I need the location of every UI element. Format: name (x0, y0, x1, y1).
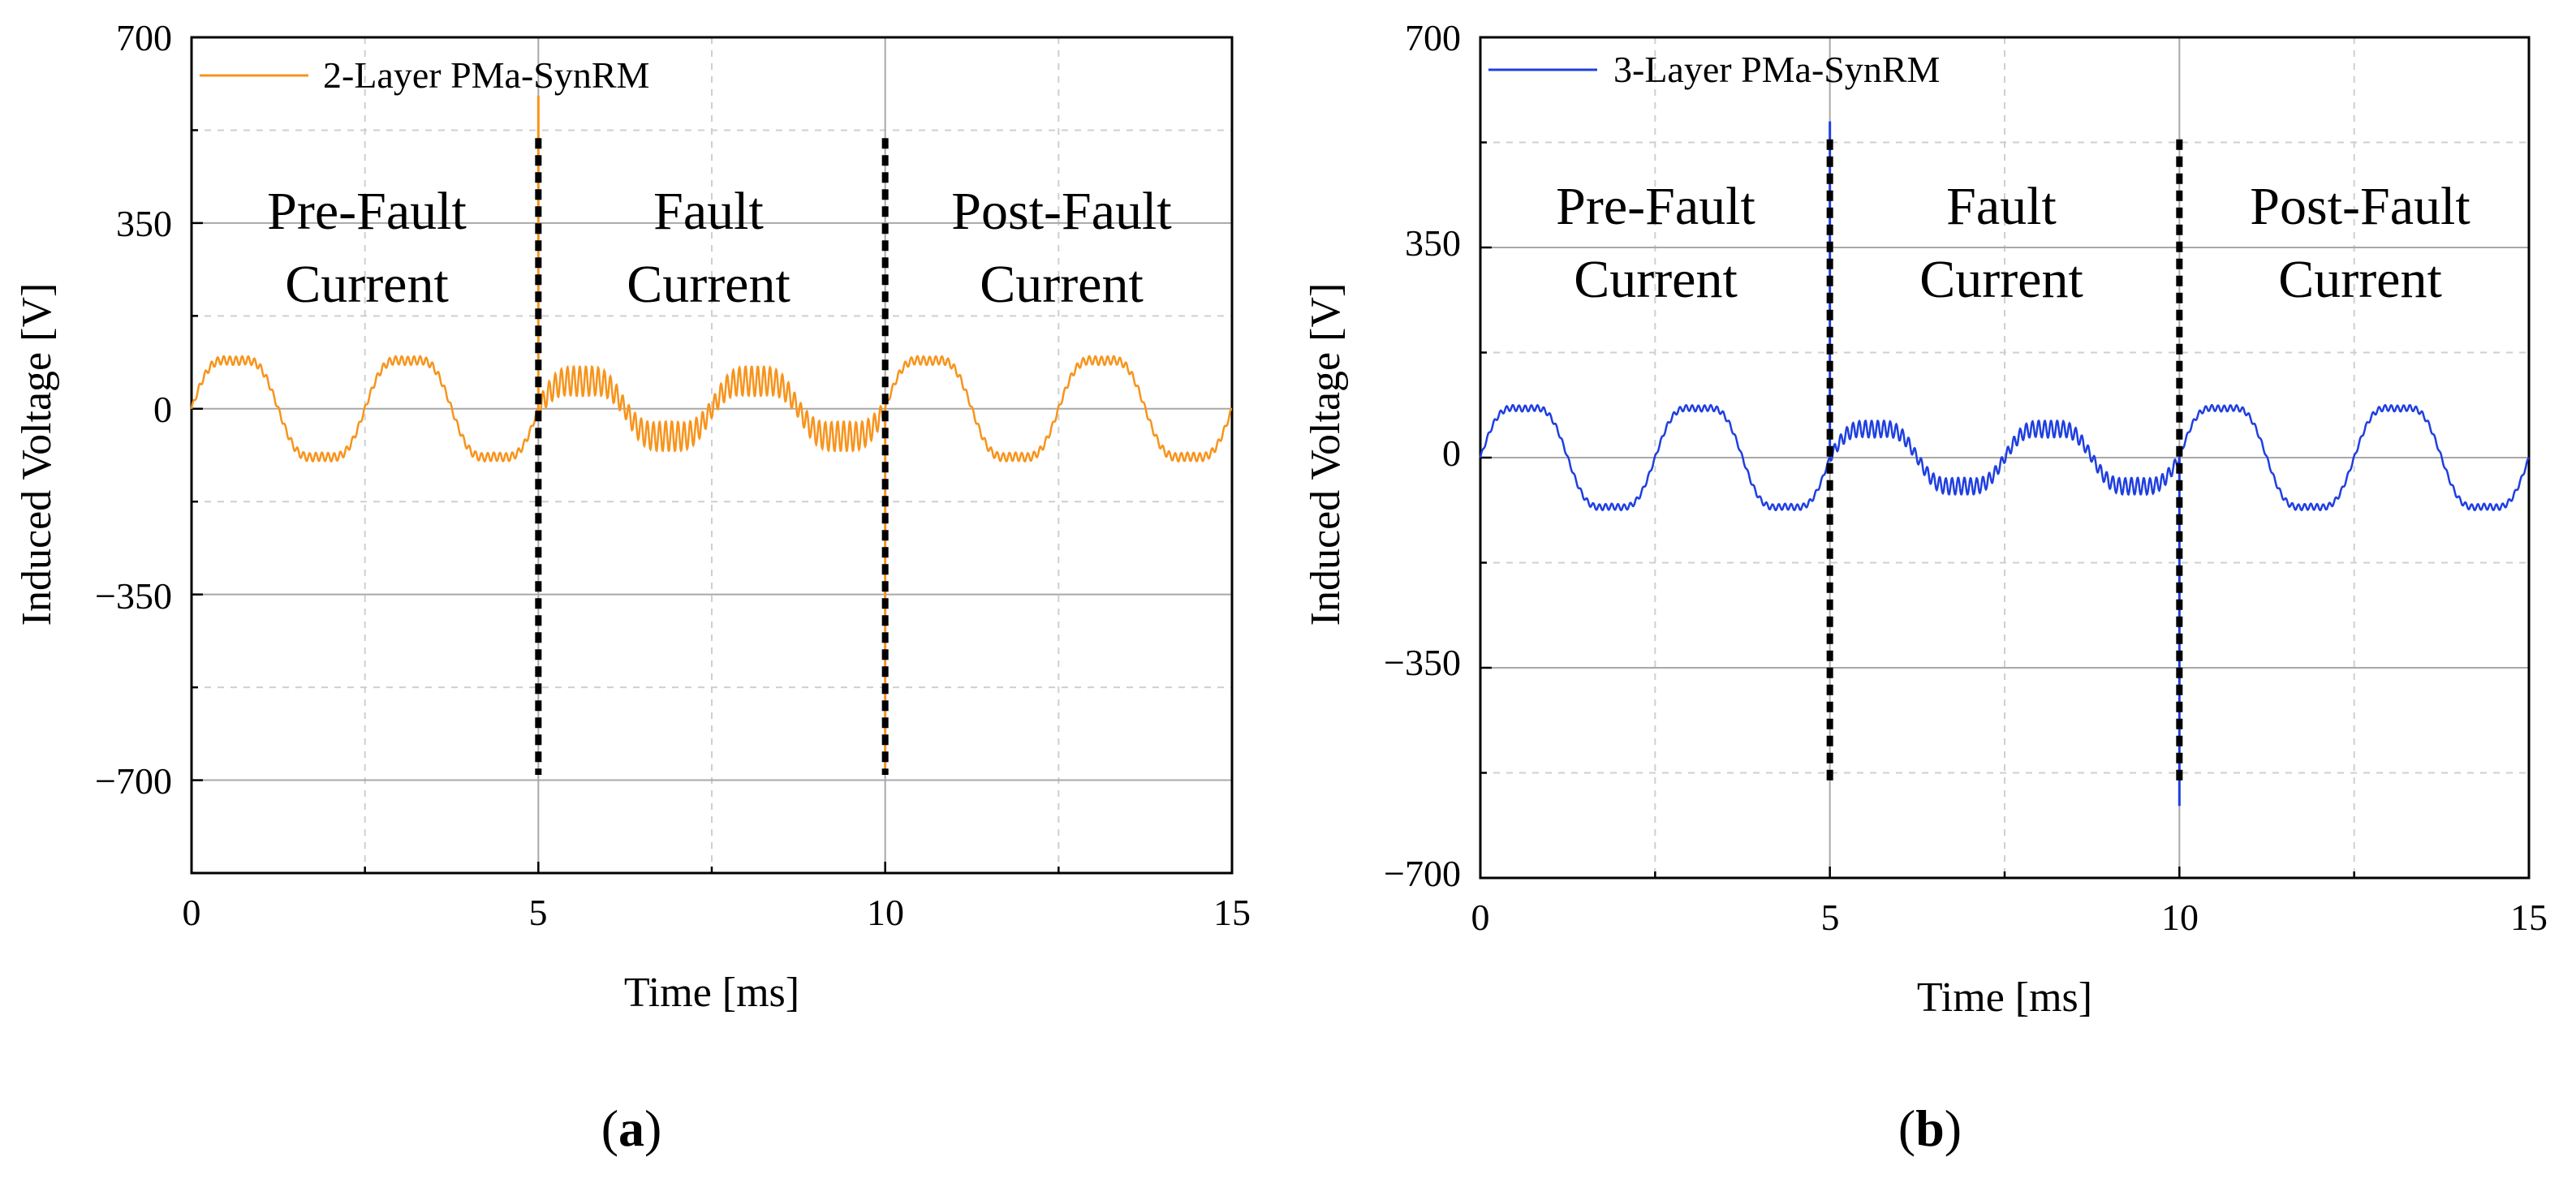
series-line-pre-fault (1479, 403, 1831, 512)
y-tick-label: 350 (1405, 222, 1461, 264)
axis-ticks (1479, 36, 2531, 880)
region-label-pre-fault: Pre-Fault (267, 182, 467, 241)
grid (1480, 37, 2529, 878)
data-layer (190, 95, 1233, 776)
series-line-pre-fault (190, 355, 539, 463)
legend-label: 2-Layer PMa-SynRM (323, 54, 649, 96)
y-tick-label: −700 (1384, 853, 1461, 894)
y-tick-label: 350 (116, 203, 172, 244)
data-layer (1479, 121, 2530, 807)
y-tick-label: −350 (95, 575, 172, 617)
x-tick-label: 15 (2510, 897, 2548, 938)
y-tick-label: −350 (1384, 642, 1461, 683)
x-tick-label: 0 (183, 892, 201, 933)
series-line-fault (1829, 419, 2181, 497)
x-tick-label: 10 (867, 892, 904, 933)
y-axis-title: Induced Voltage [V] (1303, 283, 1349, 626)
region-label-post-fault: Post-Fault (2250, 177, 2470, 236)
region-label-post-fault: Current (2278, 250, 2442, 309)
region-label-fault: Fault (1946, 177, 2057, 236)
chart-panel-a: 700 350 0 −350 −700 0 5 10 15 Time [ms] … (14, 17, 1251, 1157)
x-axis-title: Time [ms] (1917, 974, 2092, 1021)
x-tick-label: 0 (1471, 897, 1490, 938)
y-axis-title: Induced Voltage [V] (14, 283, 60, 626)
x-tick-label: 15 (1213, 892, 1251, 933)
region-label-fault: Current (1919, 250, 2083, 309)
panel-letter: b (1915, 1099, 1945, 1157)
y-tick-label: −700 (95, 760, 172, 802)
chart-panel-b: 700 350 0 −350 −700 0 5 10 15 Time [ms] … (1303, 17, 2548, 1157)
panel-letter: a (618, 1099, 644, 1157)
x-tick-label: 5 (529, 892, 548, 933)
region-label-pre-fault: Current (285, 255, 449, 314)
region-label-fault: Current (627, 255, 790, 314)
y-tick-label: 700 (116, 17, 172, 58)
region-label-post-fault: Current (980, 255, 1144, 314)
y-tick-label: 700 (1405, 17, 1461, 58)
x-axis-title: Time [ms] (624, 970, 799, 1016)
x-tick-label: 5 (1821, 897, 1840, 938)
panel-label-b: (b) (1898, 1099, 1962, 1157)
region-label-post-fault: Post-Fault (951, 182, 1171, 241)
panel-label-a: (a) (601, 1099, 662, 1157)
legend-label: 3-Layer PMa-SynRM (1613, 49, 1940, 90)
y-tick-label: 0 (153, 389, 172, 430)
x-tick-label: 10 (2161, 897, 2199, 938)
axis-ticks (190, 36, 1234, 875)
series-line-post-fault (2178, 403, 2530, 512)
region-label-fault: Fault (653, 182, 764, 241)
region-label-pre-fault: Current (1574, 250, 1738, 309)
series-line-post-fault (884, 355, 1233, 462)
region-label-pre-fault: Pre-Fault (1556, 177, 1755, 236)
series-line-fault (537, 364, 886, 453)
y-tick-label: 0 (1442, 432, 1461, 474)
grid (192, 37, 1232, 873)
